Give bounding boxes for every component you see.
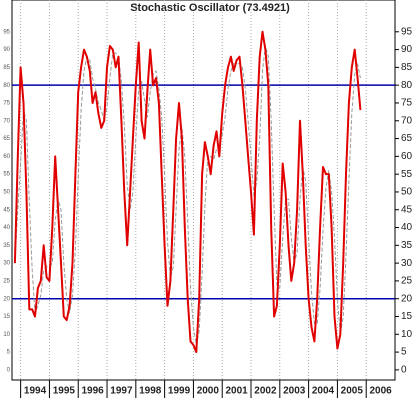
y-tick-label: 35 — [401, 240, 413, 251]
plot-frame — [11, 0, 396, 381]
y-tick-label: 10 — [401, 329, 413, 340]
y-tick-label: 65 — [3, 136, 10, 142]
x-tick-label: 1999 — [168, 386, 191, 397]
y-tick-label: 50 — [3, 190, 10, 196]
y-tick-label: 85 — [401, 62, 413, 73]
y-tick-label: 40 — [401, 222, 413, 233]
x-tick-label: 2000 — [197, 386, 220, 397]
y-tick-label: 70 — [401, 115, 413, 126]
y-tick-label: 65 — [401, 133, 413, 144]
y-tick-label: 60 — [401, 151, 413, 162]
x-tick-label: 1995 — [53, 386, 76, 397]
x-tick-label: 1996 — [82, 386, 105, 397]
x-tick-label: 2006 — [369, 386, 392, 397]
y-tick-label: 15 — [401, 311, 413, 322]
chart-title: Stochastic Oscillator (73.4921) — [130, 2, 290, 14]
y-tick-label: 95 — [401, 26, 413, 37]
y-tick-label: 60 — [3, 154, 10, 160]
x-tick-label: 2004 — [312, 386, 335, 397]
y-tick-label: 45 — [401, 204, 413, 215]
y-tick-label: 20 — [3, 296, 10, 302]
y-tick-label: 20 — [401, 293, 413, 304]
y-tick-label: 5 — [401, 347, 407, 358]
y-tick-label: 15 — [3, 314, 10, 320]
y-tick-label: 50 — [401, 187, 413, 198]
y-tick-label: 55 — [3, 172, 10, 178]
y-tick-label: 30 — [3, 261, 10, 267]
x-tick-label: 2001 — [225, 386, 248, 397]
x-tick-label: 1998 — [139, 386, 162, 397]
y-tick-label: 55 — [401, 169, 413, 180]
y-tick-label: 70 — [3, 118, 10, 124]
oscillator-line — [13, 30, 362, 354]
y-tick-label: 80 — [401, 80, 413, 91]
y-tick-label: 80 — [3, 83, 10, 89]
x-tick-label: 2005 — [341, 386, 364, 397]
y-tick-label: 35 — [3, 243, 10, 249]
x-tick-label: 1997 — [110, 386, 133, 397]
y-tick-label: 25 — [3, 278, 10, 284]
y-tick-label: 40 — [3, 225, 10, 231]
y-tick-label: 95 — [3, 29, 10, 35]
y-tick-label: 0 — [401, 365, 407, 376]
y-tick-label: 0 — [7, 367, 11, 373]
y-tick-label: 45 — [3, 207, 10, 213]
y-tick-label: 90 — [401, 44, 413, 55]
y-tick-label: 90 — [3, 47, 10, 53]
x-tick-label: 1994 — [24, 386, 47, 397]
y-tick-label: 30 — [401, 258, 413, 269]
y-tick-label: 75 — [3, 101, 10, 107]
y-tick-label: 10 — [3, 332, 10, 338]
x-tick-label: 2003 — [283, 386, 306, 397]
x-tick-label: 2002 — [254, 386, 277, 397]
y-tick-label: 85 — [3, 65, 10, 71]
y-tick-label: 5 — [7, 350, 11, 356]
y-tick-label: 25 — [401, 276, 413, 287]
y-tick-label: 75 — [401, 98, 413, 109]
